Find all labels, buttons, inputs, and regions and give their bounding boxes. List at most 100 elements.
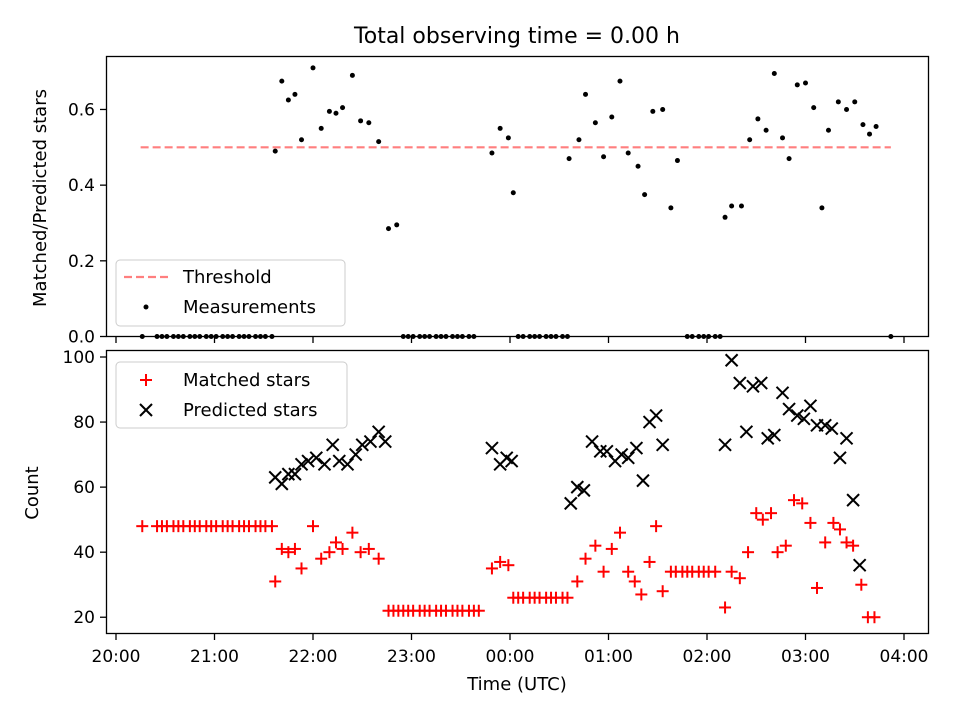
matched-star-point (643, 555, 656, 568)
measurement-point (625, 150, 631, 156)
measurement-point (272, 148, 278, 154)
predicted-star-point (593, 444, 607, 459)
matched-star-point (605, 542, 618, 555)
y-axis-ticks-count: 20 40 60 80 100 (63, 348, 107, 628)
x-axis-ticks-count: 20:00 21:00 22:00 23:00 00:00 01:00 02:00 03:00… (92, 633, 929, 667)
predicted-star-point (782, 402, 796, 416)
matched-star-point (750, 507, 763, 520)
predicted-star-point (288, 467, 302, 481)
predicted-star-point (340, 457, 355, 472)
measurement-point (505, 135, 511, 141)
predicted-star-point (761, 431, 775, 446)
plot-frame-ratio (105, 55, 930, 338)
matched-star-point (295, 562, 308, 575)
matched-star-point (589, 539, 602, 552)
predicted-star-point (564, 496, 578, 511)
measurement-point (601, 154, 607, 160)
predicted-star-point (355, 438, 369, 452)
matched-star-point (628, 575, 641, 588)
x-count-tick-label: 22:00 (289, 647, 338, 667)
measurement-point (318, 125, 324, 131)
measurement-point (803, 80, 808, 86)
x-count-tick-label: 00:00 (486, 647, 535, 667)
measurement-point (609, 114, 615, 120)
measurement-point (299, 137, 305, 143)
matched-star-point (779, 539, 792, 552)
matched-star-point (307, 520, 319, 533)
predicted-star-point (852, 558, 867, 572)
predicted-star-point (504, 454, 519, 468)
measurement-point (340, 105, 346, 111)
legend-measurements-label: Measurements (183, 297, 316, 318)
y-count-tick-label: 100 (63, 348, 95, 368)
measurement-point (333, 110, 339, 116)
matched-star-point (733, 572, 746, 585)
matched-star-point (613, 526, 626, 539)
matched-star-point (136, 520, 149, 533)
matched-star-point (329, 536, 342, 549)
matched-star-point (354, 546, 367, 559)
predicted-star-point (803, 399, 818, 413)
predicted-stars-series (268, 353, 867, 572)
legend-box-ratio (115, 259, 346, 327)
predicted-star-point (739, 425, 754, 439)
measurement-point (386, 226, 392, 232)
y-axis-label-count-text: Count (22, 466, 43, 519)
matched-star-point (346, 526, 359, 539)
matched-star-point (833, 523, 846, 536)
predicted-star-point (363, 434, 378, 449)
matched-star-point (502, 559, 515, 572)
matched-star-point (725, 565, 738, 578)
y-ratio-tick-label: 0.4 (68, 176, 95, 196)
measurement-point (729, 203, 735, 209)
x-count-tick-label: 03:00 (781, 647, 830, 667)
matched-star-point (709, 565, 722, 578)
measurement-point (852, 99, 858, 105)
measurement-point (738, 203, 744, 209)
matched-star-point (765, 507, 778, 520)
measurement-point (867, 131, 873, 137)
predicted-star-point (833, 451, 847, 465)
matched-star-point (622, 565, 635, 578)
matched-star-point (847, 539, 860, 552)
legend-matched-swatch (140, 374, 152, 386)
matched-star-point (597, 565, 610, 578)
predicted-star-point (577, 483, 591, 498)
predicted-star-point (348, 447, 363, 462)
matched-star-point (810, 581, 823, 594)
matched-star-point (372, 552, 385, 565)
y-count-tick-label: 40 (73, 543, 95, 563)
matched-star-point (771, 546, 784, 559)
predicted-star-point (294, 457, 309, 472)
measurement-point (349, 72, 355, 78)
measurement-point (722, 214, 728, 220)
y-axis-ticks-ratio: 0.0 0.2 0.4 0.6 (68, 100, 107, 348)
matched-star-point (804, 516, 817, 529)
measurement-point (819, 205, 825, 211)
predicted-star-point (317, 457, 332, 472)
predicted-star-point (600, 444, 614, 459)
legend-count: Matched stars Predicted stars (115, 361, 348, 429)
predicted-star-point (767, 428, 782, 442)
measurement-point (310, 65, 316, 71)
predicted-star-point (621, 451, 635, 465)
measurement-point (755, 116, 761, 122)
matched-star-point (756, 513, 769, 526)
x-count-tick-label: 23:00 (387, 647, 436, 667)
predicted-star-point (790, 408, 804, 423)
matched-star-point (719, 601, 732, 614)
measurement-point (497, 125, 503, 131)
predicted-star-point (275, 477, 289, 491)
matched-star-point (561, 591, 574, 604)
predicted-star-point (332, 454, 346, 468)
measurement-point (780, 135, 786, 141)
matched-star-point (742, 546, 755, 559)
measurement-point (650, 108, 656, 114)
predicted-star-point (797, 412, 811, 426)
x-count-tick-label: 20:00 (92, 647, 141, 667)
predicted-star-point (636, 473, 650, 488)
y-axis-label-ratio-text: Matched/Predicted stars (30, 89, 51, 307)
legend-predicted-label: Predicted stars (183, 400, 317, 421)
matched-star-point (362, 542, 375, 555)
measurement-point (786, 156, 792, 162)
